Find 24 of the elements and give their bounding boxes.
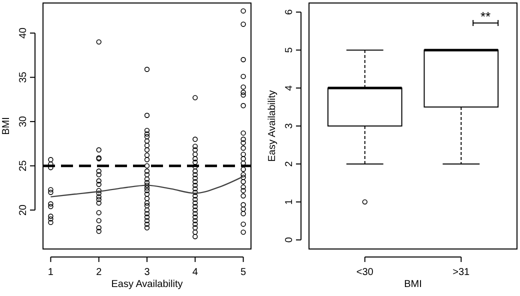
y-tick-label: 30 bbox=[18, 116, 29, 128]
y-tick-label: 25 bbox=[18, 160, 29, 172]
x-tick-label: 1 bbox=[48, 267, 54, 278]
y-axis-title: BMI bbox=[1, 117, 12, 135]
x-axis-title: BMI bbox=[404, 279, 422, 290]
y-tick-label: 20 bbox=[18, 204, 29, 216]
y-tick-label: 3 bbox=[284, 122, 295, 129]
y-tick-label: 0 bbox=[284, 236, 295, 243]
y-tick-label: 5 bbox=[284, 46, 295, 53]
y-tick-label: 4 bbox=[284, 84, 295, 91]
x-tick-label: 2 bbox=[96, 267, 102, 278]
y-tick-label: 40 bbox=[18, 27, 29, 39]
x-tick-label: >31 bbox=[452, 267, 470, 278]
y-axis-title: Easy Availability bbox=[267, 90, 278, 162]
x-tick-label: 4 bbox=[192, 267, 198, 278]
x-tick-label: 3 bbox=[144, 267, 150, 278]
x-axis-title: Easy Availability bbox=[111, 279, 183, 290]
y-tick-label: 6 bbox=[284, 8, 295, 15]
annotation: ** bbox=[480, 9, 491, 24]
y-tick-label: 1 bbox=[284, 198, 295, 205]
x-tick-label: 5 bbox=[240, 267, 247, 278]
x-tick-label: <30 bbox=[356, 267, 374, 278]
y-tick-label: 2 bbox=[284, 160, 295, 167]
y-tick-label: 35 bbox=[18, 71, 29, 83]
